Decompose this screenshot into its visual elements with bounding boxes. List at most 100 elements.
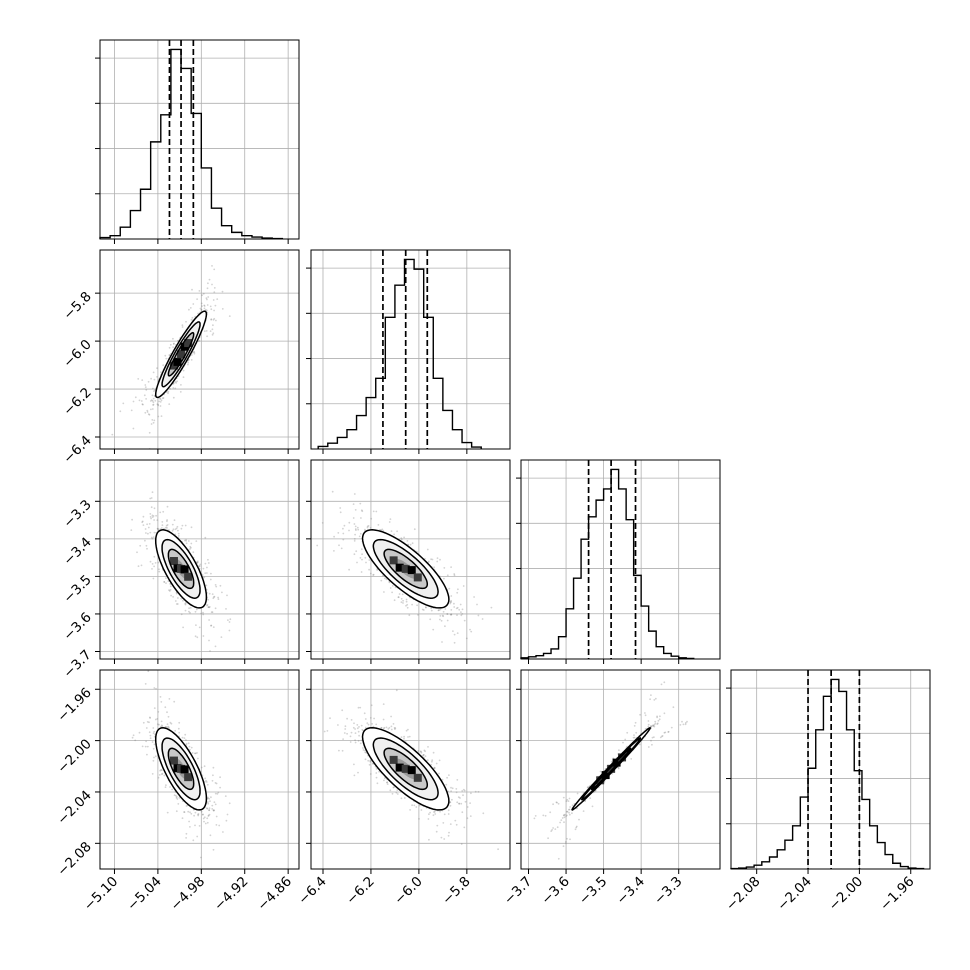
sample-point	[166, 723, 169, 726]
sample-point	[578, 818, 580, 821]
sample-point	[391, 585, 394, 587]
sample-point	[190, 542, 193, 545]
x-tick-label-2-3: −3.4	[613, 874, 647, 908]
sample-point	[194, 752, 197, 755]
sample-point	[661, 735, 664, 737]
sample-point	[341, 749, 344, 752]
sample-point	[180, 613, 183, 616]
sample-point	[342, 538, 345, 541]
sample-point	[333, 550, 335, 552]
sample-point	[463, 619, 466, 622]
sample-point	[146, 523, 149, 526]
sample-point	[143, 394, 146, 397]
sample-point	[375, 772, 378, 774]
sample-point	[175, 795, 178, 798]
sample-point	[357, 771, 359, 774]
sample-point	[140, 400, 143, 402]
sample-point	[453, 606, 456, 608]
sample-point	[395, 791, 398, 794]
sample-point	[433, 810, 436, 813]
x-tick-label-0-2: −4.98	[168, 874, 209, 915]
sample-point	[200, 302, 203, 305]
density-block	[601, 771, 610, 780]
sample-point	[417, 750, 420, 752]
sample-point	[190, 354, 193, 356]
sample-point	[176, 603, 179, 605]
sample-point	[214, 792, 217, 795]
sample-point	[165, 577, 167, 579]
sample-point	[437, 609, 440, 612]
sample-point	[566, 810, 568, 813]
sample-point	[453, 633, 456, 636]
sample-point	[228, 629, 231, 632]
sample-point	[364, 556, 367, 559]
sample-point	[157, 776, 160, 779]
sample-point	[461, 811, 464, 814]
sample-point	[202, 635, 205, 637]
sample-point	[358, 535, 361, 538]
sample-point	[424, 755, 427, 758]
sample-point	[542, 814, 545, 817]
scatter-panel-2-3-content	[533, 681, 688, 860]
sample-point	[211, 593, 214, 595]
sample-point	[635, 731, 638, 734]
sample-point	[150, 408, 152, 411]
sample-point	[192, 351, 195, 353]
sample-point	[210, 318, 213, 321]
sample-point	[355, 529, 357, 531]
x-tick-label-3-1: −2.04	[774, 874, 815, 915]
sample-point	[358, 734, 360, 737]
sample-point	[470, 792, 472, 795]
x-tick-label-0-3: −4.92	[211, 874, 252, 915]
sample-point	[436, 824, 439, 827]
sample-point	[449, 801, 452, 803]
sample-point	[159, 398, 162, 400]
sample-point	[156, 367, 158, 369]
sample-point	[208, 809, 211, 812]
sample-point	[430, 609, 433, 612]
sample-point	[396, 530, 398, 533]
sample-point	[353, 540, 356, 542]
sample-point	[411, 603, 413, 606]
sample-point	[206, 604, 209, 606]
sample-point	[449, 601, 452, 604]
sample-point	[145, 398, 148, 400]
sample-point	[138, 399, 141, 402]
sample-point	[361, 553, 363, 556]
sample-point	[663, 731, 666, 734]
sample-point	[360, 517, 362, 519]
sample-point	[215, 319, 217, 322]
sample-point	[148, 413, 151, 416]
sample-point	[228, 315, 231, 317]
sample-point	[200, 856, 202, 859]
sample-point	[148, 455, 150, 457]
sample-point	[464, 800, 467, 803]
sample-point	[177, 532, 180, 535]
scatter-panel-0-1: −6.4 −6.2 −6.0 −5.8	[60, 249, 300, 467]
sample-point	[178, 796, 181, 799]
sample-point	[211, 328, 214, 331]
sample-point	[208, 813, 211, 816]
sample-point	[644, 714, 647, 717]
sample-point	[160, 720, 163, 723]
sample-point	[566, 810, 569, 813]
sample-point	[552, 827, 554, 829]
sample-point	[392, 786, 395, 789]
sample-point	[196, 561, 199, 564]
sample-point	[189, 607, 192, 609]
sample-point	[152, 759, 155, 762]
sample-point	[203, 820, 205, 823]
sample-point	[360, 509, 363, 512]
sample-point	[226, 813, 229, 816]
sample-point	[189, 548, 191, 550]
sample-point	[152, 401, 155, 404]
sample-point	[661, 735, 663, 738]
sample-point	[453, 574, 456, 577]
sample-point	[599, 770, 602, 773]
sample-point	[218, 824, 221, 827]
sample-point	[166, 505, 169, 508]
sample-point	[405, 729, 408, 732]
sample-point	[428, 813, 430, 816]
sample-point	[166, 520, 168, 523]
scatter-panel-0-2-contour-0	[167, 548, 195, 590]
